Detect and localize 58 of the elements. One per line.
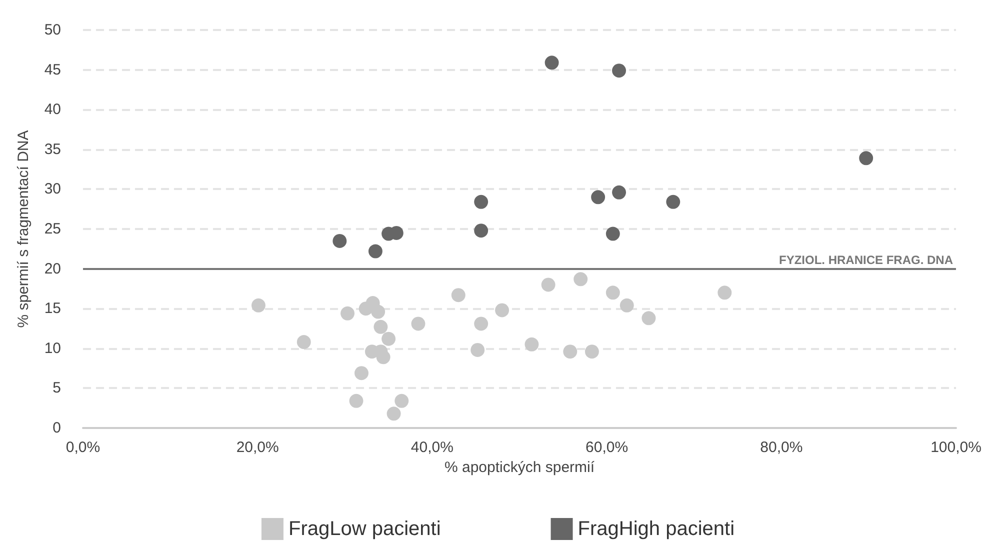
y-tick-label: 0	[52, 420, 61, 436]
point	[859, 151, 874, 166]
point	[606, 286, 620, 300]
point	[474, 224, 488, 238]
point	[411, 316, 426, 331]
y-tick-label: 25	[44, 220, 61, 238]
y-tick-label: 15	[44, 300, 61, 318]
point	[374, 320, 388, 334]
x-tick-label: 40,0%	[410, 439, 454, 456]
point	[251, 298, 266, 312]
point	[354, 366, 368, 380]
y-tick-label: 5	[52, 380, 61, 397]
x-tick-label: 60,0%	[586, 439, 628, 456]
point	[718, 286, 732, 300]
point	[371, 304, 386, 319]
point	[376, 350, 390, 364]
point	[451, 288, 466, 302]
y-tick-label: 10	[44, 340, 61, 357]
point	[470, 342, 485, 357]
legend-label: FragHigh pacienti	[578, 518, 735, 540]
point	[474, 316, 488, 331]
x-tick-label: 80,0%	[760, 439, 803, 456]
point	[591, 190, 606, 204]
point	[349, 394, 364, 408]
point	[606, 226, 620, 241]
point	[340, 306, 355, 320]
point	[296, 335, 311, 350]
point	[368, 244, 382, 258]
point	[544, 56, 559, 70]
y-tick-label: 50	[44, 22, 61, 38]
point	[524, 337, 539, 352]
y-axis-title: % spermií s fragmentací DNA	[15, 130, 32, 328]
x-tick-label: 0,0%	[66, 439, 100, 456]
ref-line-label: FYZIOL. HRANICE FRAG. DNA	[779, 252, 954, 267]
point	[620, 298, 634, 312]
y-tick-label: 45	[44, 61, 61, 78]
point	[666, 194, 680, 209]
x-axis-title: % apoptických spermií	[444, 459, 596, 476]
point	[563, 344, 578, 359]
y-tick-label: 30	[44, 180, 61, 198]
point	[394, 394, 409, 408]
y-tick-label: 20	[44, 260, 61, 278]
x-tick-label: 100,0%	[930, 439, 982, 456]
y-tick-label: 40	[44, 101, 61, 118]
point	[386, 406, 401, 421]
point	[474, 194, 488, 209]
point	[495, 303, 510, 318]
point	[642, 311, 656, 326]
point	[612, 64, 626, 78]
point	[541, 278, 556, 292]
point	[574, 272, 588, 286]
x-tick-label: 20,0%	[236, 439, 279, 456]
point	[584, 344, 599, 359]
legend-label: FragLow pacienti	[288, 518, 441, 540]
point	[332, 234, 347, 248]
point	[382, 332, 396, 346]
y-tick-label: 35	[44, 140, 61, 158]
point	[612, 185, 626, 200]
